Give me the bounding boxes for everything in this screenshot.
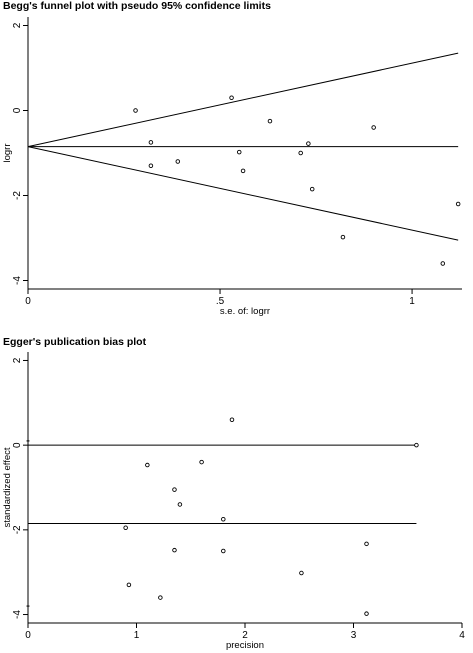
data-point <box>175 159 181 164</box>
chart-title: Egger's publication bias plot <box>3 336 147 348</box>
data-point <box>133 108 138 113</box>
y-tick-label: 2 <box>12 22 23 28</box>
data-point <box>371 125 376 130</box>
data-point <box>236 149 242 155</box>
reference-line <box>27 146 459 241</box>
data-point <box>309 186 315 192</box>
begg-funnel-plot: 2 0 -2 -4 0 .5 1 s.e. of: logrr logrr <box>2 17 462 317</box>
y-axis-title: standardized effect <box>2 447 13 527</box>
reference-line <box>27 52 459 148</box>
x-tick-label: 3 <box>351 630 357 641</box>
x-tick-label: 2 <box>242 630 248 641</box>
data-point <box>440 261 446 266</box>
y-tick-label: -2 <box>12 191 23 200</box>
data-point <box>199 459 204 465</box>
y-tick-label: -4 <box>12 610 23 619</box>
begg-funnel-panel: Begg's funnel plot with pseudo 95% confi… <box>0 0 473 318</box>
data-point <box>123 525 128 530</box>
data-point <box>229 95 234 100</box>
y-tick-label: 2 <box>12 357 23 363</box>
x-tick-label: 1 <box>409 296 415 307</box>
data-point <box>145 462 150 468</box>
egger-bias-panel: Egger's publication bias plot 2 0 -2 -4 0 1 2 3… <box>0 336 473 653</box>
data-point <box>299 570 304 576</box>
data-point <box>240 168 246 174</box>
data-point <box>229 417 235 422</box>
chart-title: Begg's funnel plot with pseudo 95% confi… <box>3 0 271 12</box>
data-point <box>126 582 132 588</box>
data-point <box>306 141 311 146</box>
y-axis-title: logrr <box>2 143 13 162</box>
data-point <box>221 517 226 522</box>
data-point <box>172 487 177 492</box>
y-tick-label: 0 <box>12 107 23 113</box>
data-point <box>364 611 369 616</box>
y-tick-label: -2 <box>12 525 23 534</box>
data-point <box>364 541 369 547</box>
data-point <box>455 201 461 207</box>
x-tick-label: 0 <box>25 296 31 307</box>
x-tick-label: 4 <box>459 630 465 641</box>
x-tick-label: 0 <box>25 630 31 641</box>
data-point <box>221 548 226 554</box>
x-tick-label: .5 <box>216 296 225 307</box>
data-point <box>148 140 154 145</box>
data-point <box>148 163 154 168</box>
data-point <box>340 234 346 240</box>
x-axis-title: s.e. of: logrr <box>220 306 270 317</box>
data-point <box>158 595 163 600</box>
x-axis-title: precision <box>226 640 264 651</box>
data-point <box>177 502 183 507</box>
y-tick-label: -4 <box>12 276 23 285</box>
data-point <box>414 442 419 448</box>
x-tick-label: 1 <box>134 630 140 641</box>
egger-bias-plot: 2 0 -2 -4 0 1 2 3 4 precision standardized effect <box>2 352 465 651</box>
y-tick-label: 0 <box>12 442 23 448</box>
data-point <box>267 118 273 124</box>
data-point <box>172 547 177 553</box>
data-point <box>298 150 303 156</box>
